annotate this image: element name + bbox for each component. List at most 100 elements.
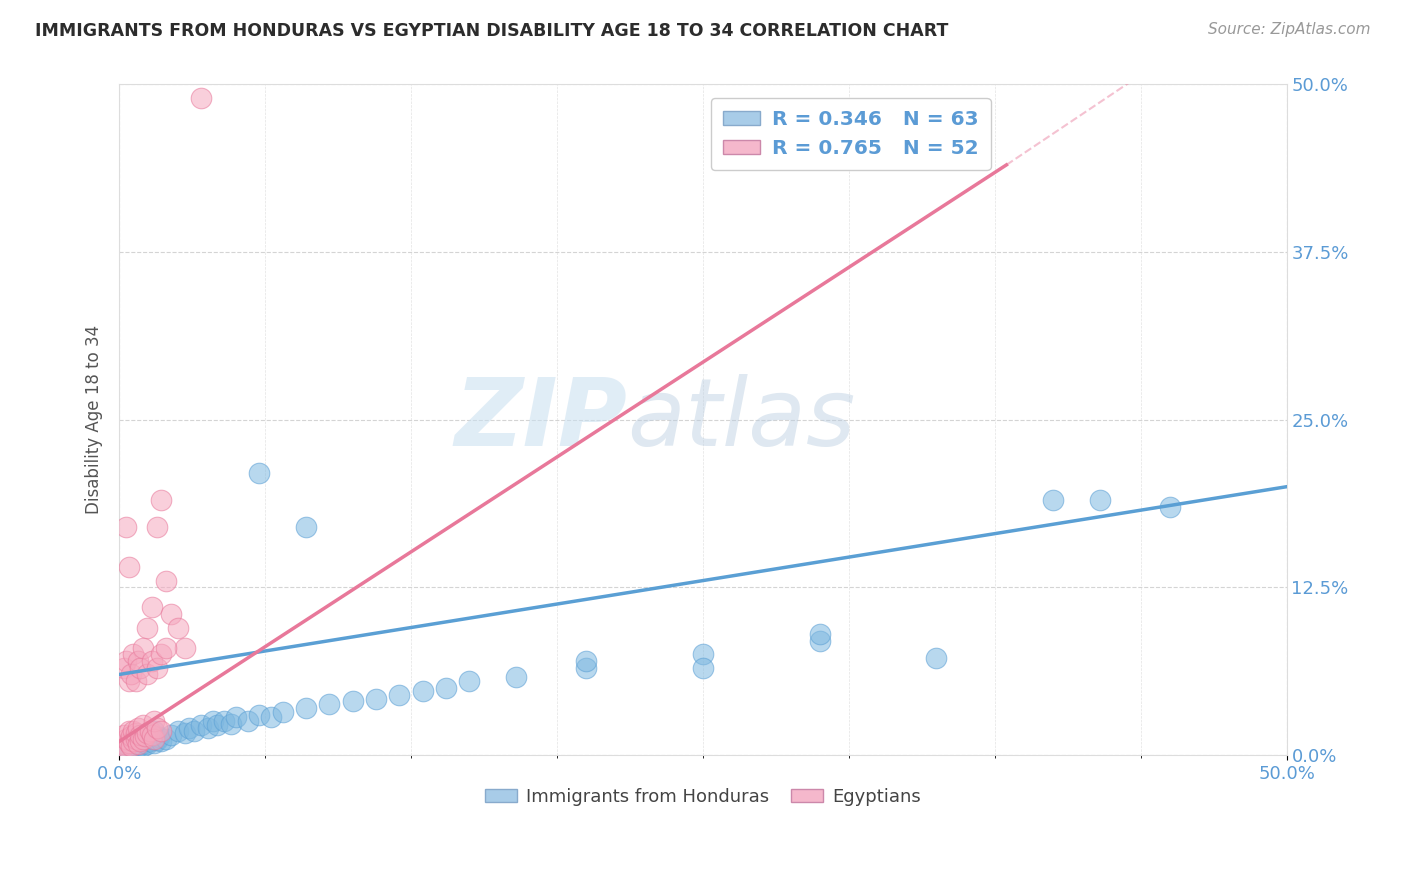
Point bbox=[207, 718, 229, 732]
Point bbox=[247, 707, 270, 722]
Point bbox=[155, 574, 177, 588]
Point bbox=[692, 648, 714, 662]
Point bbox=[127, 737, 149, 751]
Point bbox=[122, 734, 145, 748]
Point bbox=[434, 681, 457, 695]
Point bbox=[236, 714, 259, 729]
Point bbox=[155, 640, 177, 655]
Point bbox=[141, 728, 163, 742]
Point bbox=[221, 717, 243, 731]
Point bbox=[124, 741, 146, 756]
Point bbox=[122, 723, 145, 738]
Point bbox=[136, 726, 159, 740]
Point bbox=[117, 742, 139, 756]
Point bbox=[318, 697, 340, 711]
Point bbox=[122, 648, 145, 662]
Point bbox=[141, 731, 163, 746]
Point bbox=[117, 674, 139, 689]
Point bbox=[155, 731, 177, 746]
Point bbox=[173, 726, 195, 740]
Point bbox=[225, 710, 247, 724]
Point bbox=[1042, 493, 1064, 508]
Point bbox=[808, 627, 831, 641]
Point bbox=[127, 739, 149, 754]
Point bbox=[145, 661, 167, 675]
Point bbox=[575, 661, 598, 675]
Point bbox=[115, 739, 138, 754]
Point bbox=[129, 734, 152, 748]
Text: ZIP: ZIP bbox=[454, 374, 627, 466]
Point bbox=[190, 718, 212, 732]
Y-axis label: Disability Age 18 to 34: Disability Age 18 to 34 bbox=[86, 325, 103, 514]
Point bbox=[197, 721, 219, 735]
Point bbox=[148, 731, 170, 745]
Point bbox=[925, 651, 948, 665]
Point bbox=[120, 734, 142, 748]
Point bbox=[134, 729, 156, 743]
Point bbox=[117, 723, 139, 738]
Point bbox=[141, 600, 163, 615]
Point bbox=[214, 714, 236, 729]
Point bbox=[112, 728, 135, 742]
Point bbox=[131, 718, 153, 732]
Point bbox=[295, 701, 318, 715]
Point bbox=[575, 654, 598, 668]
Point bbox=[115, 520, 138, 534]
Point bbox=[129, 661, 152, 675]
Point bbox=[183, 723, 205, 738]
Point bbox=[159, 607, 181, 621]
Point bbox=[808, 634, 831, 648]
Point bbox=[166, 723, 188, 738]
Point bbox=[115, 731, 138, 746]
Point bbox=[150, 648, 173, 662]
Point bbox=[120, 739, 142, 754]
Point bbox=[122, 739, 145, 753]
Point bbox=[124, 731, 146, 746]
Point bbox=[143, 714, 166, 729]
Point bbox=[131, 640, 153, 655]
Point bbox=[145, 721, 167, 735]
Point bbox=[412, 683, 434, 698]
Point bbox=[124, 736, 146, 750]
Point bbox=[145, 520, 167, 534]
Point bbox=[127, 721, 149, 735]
Point bbox=[120, 729, 142, 743]
Point bbox=[131, 739, 153, 753]
Text: Source: ZipAtlas.com: Source: ZipAtlas.com bbox=[1208, 22, 1371, 37]
Point bbox=[110, 741, 132, 756]
Point bbox=[112, 741, 135, 756]
Point bbox=[143, 731, 166, 746]
Point bbox=[143, 723, 166, 738]
Point bbox=[131, 731, 153, 746]
Point bbox=[136, 620, 159, 634]
Point bbox=[136, 726, 159, 740]
Point bbox=[173, 640, 195, 655]
Point bbox=[190, 91, 212, 105]
Point bbox=[364, 691, 387, 706]
Point bbox=[150, 723, 173, 738]
Point bbox=[115, 737, 138, 751]
Point bbox=[692, 661, 714, 675]
Point bbox=[1088, 493, 1111, 508]
Point bbox=[129, 737, 152, 751]
Point bbox=[1159, 500, 1181, 514]
Point bbox=[124, 674, 146, 689]
Point bbox=[150, 493, 173, 508]
Point bbox=[159, 728, 181, 742]
Point bbox=[138, 734, 160, 748]
Point bbox=[120, 739, 142, 753]
Point bbox=[295, 520, 318, 534]
Point bbox=[260, 710, 283, 724]
Point bbox=[112, 661, 135, 675]
Point bbox=[458, 674, 481, 689]
Point bbox=[124, 726, 146, 740]
Point bbox=[247, 467, 270, 481]
Point bbox=[179, 721, 201, 735]
Point bbox=[122, 731, 145, 746]
Point bbox=[115, 654, 138, 668]
Point bbox=[131, 728, 153, 742]
Point bbox=[136, 667, 159, 681]
Point bbox=[271, 705, 294, 719]
Point bbox=[201, 714, 224, 729]
Point bbox=[138, 723, 160, 738]
